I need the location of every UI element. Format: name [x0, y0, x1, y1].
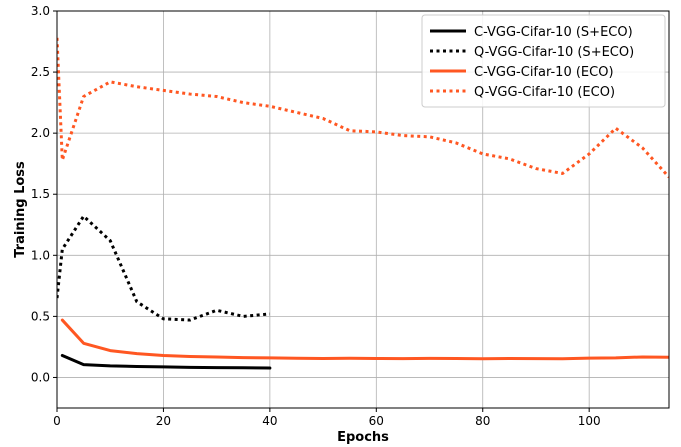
x-tick-label: 20 — [156, 414, 171, 428]
y-tick-label: 1.5 — [31, 187, 50, 201]
x-tick-label: 40 — [262, 414, 277, 428]
legend-box — [421, 14, 666, 108]
x-tick-label: 80 — [475, 414, 490, 428]
series-line-4 — [57, 37, 669, 179]
plot-frame — [56, 10, 670, 409]
legend-label: Q-VGG-Cifar-10 (ECO) — [474, 85, 615, 100]
y-tick-label: 1.0 — [31, 248, 50, 262]
axis-ticks: 0 20 40 60 80 100 0.0 0.5 1.0 1.5 2.0 2.5 3.0 — [31, 4, 601, 428]
x-axis-label: Epochs — [337, 430, 389, 445]
y-tick-label: 3.0 — [31, 4, 50, 18]
series-line-3 — [60, 318, 669, 361]
y-tick-label: 0.5 — [31, 309, 50, 323]
series-line-1 — [60, 353, 272, 370]
y-axis-label: Training Loss — [13, 161, 28, 258]
x-tick-label: 0 — [53, 414, 61, 428]
series-lines — [57, 37, 669, 370]
grid — [56, 10, 669, 408]
legend: C-VGG-Cifar-10 (S+ECO) Q-VGG-Cifar-10 (S+… — [421, 14, 666, 108]
legend-label: C-VGG-Cifar-10 (S+ECO) — [474, 25, 633, 40]
y-tick-label: 2.5 — [31, 65, 50, 79]
y-tick-label: 0.0 — [31, 370, 50, 384]
x-tick-label: 60 — [369, 414, 384, 428]
legend-label: Q-VGG-Cifar-10 (S+ECO) — [474, 45, 634, 60]
y-tick-label: 2.0 — [31, 126, 50, 140]
x-tick-label: 100 — [578, 414, 601, 428]
legend-label: C-VGG-Cifar-10 (ECO) — [474, 65, 614, 80]
